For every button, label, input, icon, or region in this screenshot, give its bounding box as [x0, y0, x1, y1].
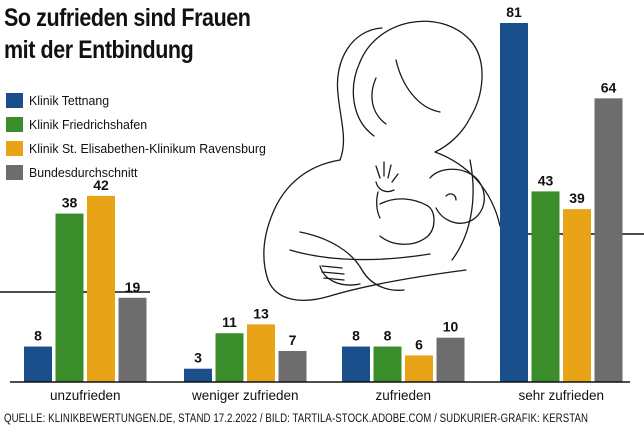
category-label-2: weniger zufrieden [191, 388, 299, 403]
legend-swatch-tettnang [6, 92, 23, 108]
legend: Klinik Tettnang Klinik Friedrichshafen K… [6, 88, 278, 184]
legend-swatch-friedrichshafen [6, 116, 23, 132]
legend-label-friedrichshafen: Klinik Friedrichshafen [29, 116, 148, 132]
mother-baby-illustration [263, 20, 501, 301]
legend-item-tettnang: Klinik Tettnang [6, 88, 278, 112]
bar-bundesdurchschnitt-2 [278, 350, 307, 382]
value-label-friedrichshafen-4: 43 [538, 172, 554, 188]
legend-swatch-ravensburg [6, 140, 23, 156]
bar-tettnang-4 [500, 23, 528, 382]
bar-tettnang-3 [342, 346, 370, 382]
bar-friedrichshafen-3 [373, 346, 402, 382]
bar-tettnang-2 [184, 368, 212, 382]
value-label-bundesdurchschnitt-1: 19 [125, 279, 141, 295]
value-labels: 8 38 42 19 3 11 13 7 8 8 6 10 81 43 39 64 [34, 4, 616, 366]
bar-ravensburg-4 [563, 209, 591, 382]
bar-ravensburg-3 [405, 355, 433, 382]
title-line-1: So zufrieden sind Frauen [4, 4, 251, 32]
bar-tettnang-1 [24, 346, 52, 382]
bar-friedrichshafen-4 [531, 191, 560, 382]
bar-friedrichshafen-2 [215, 333, 244, 382]
legend-item-ravensburg: Klinik St. Elisabethen-Klinikum Ravensbu… [6, 136, 278, 160]
bar-ravensburg-2 [247, 324, 275, 382]
legend-item-bundesdurchschnitt: Bundesdurchschnitt [6, 160, 278, 184]
value-label-ravensburg-3: 6 [415, 336, 423, 352]
value-label-tettnang-4: 81 [506, 4, 522, 20]
value-label-friedrichshafen-1: 38 [62, 195, 78, 211]
bar-bundesdurchschnitt-1 [118, 297, 147, 382]
legend-item-friedrichshafen: Klinik Friedrichshafen [6, 112, 278, 136]
value-label-tettnang-2: 3 [194, 350, 202, 366]
bar-friedrichshafen-1 [55, 213, 84, 382]
value-label-tettnang-1: 8 [34, 328, 42, 344]
category-label-4: sehr zufrieden [518, 388, 604, 403]
value-label-ravensburg-2: 13 [253, 305, 269, 321]
bars [24, 23, 623, 383]
legend-swatch-bundesdurchschnitt [6, 164, 23, 180]
value-label-friedrichshafen-3: 8 [384, 328, 392, 344]
legend-label-tettnang: Klinik Tettnang [29, 92, 110, 108]
bar-bundesdurchschnitt-4 [594, 98, 623, 383]
source-footer: QUELLE: KLINIKBEWERTUNGEN.DE, STAND 17.2… [4, 413, 589, 425]
value-label-friedrichshafen-2: 11 [222, 314, 237, 330]
legend-label-ravensburg: Klinik St. Elisabethen-Klinikum Ravensbu… [29, 140, 266, 156]
value-label-bundesdurchschnitt-4: 64 [601, 79, 617, 95]
chart-title: So zufrieden sind Frauen mit der Entbind… [4, 2, 251, 66]
legend-label-bundesdurchschnitt: Bundesdurchschnitt [29, 164, 138, 180]
category-label-1: unzufrieden [50, 388, 121, 403]
bar-bundesdurchschnitt-3 [436, 337, 465, 382]
bar-ravensburg-1 [87, 195, 115, 382]
title-line-2: mit der Entbindung [4, 36, 194, 64]
value-label-ravensburg-4: 39 [569, 190, 585, 206]
category-labels: unzufrieden weniger zufrieden zufrieden seh… [50, 388, 604, 403]
value-label-tettnang-3: 8 [352, 328, 360, 344]
value-label-bundesdurchschnitt-3: 10 [443, 319, 459, 335]
value-label-bundesdurchschnitt-2: 7 [289, 332, 297, 348]
category-label-3: zufrieden [375, 388, 431, 403]
value-label-ravensburg-1: 42 [93, 177, 109, 193]
